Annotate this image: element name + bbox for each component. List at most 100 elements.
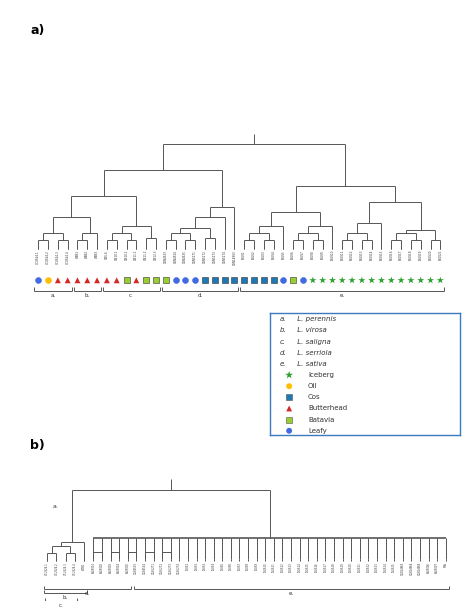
Point — [378, 275, 385, 285]
Text: L. saligna: L. saligna — [295, 338, 330, 345]
Text: c.: c. — [58, 603, 63, 608]
Text: LSUS9: LSUS9 — [255, 562, 259, 570]
Text: CGN5274: CGN5274 — [223, 250, 227, 263]
Text: CGN5272: CGN5272 — [160, 562, 164, 574]
Point — [417, 275, 425, 285]
Text: LSUS5: LSUS5 — [220, 562, 224, 570]
Point — [250, 275, 258, 285]
Text: c.: c. — [280, 338, 286, 345]
Point — [54, 275, 62, 285]
Text: LSUS24: LSUS24 — [383, 562, 388, 572]
Text: LSUS19: LSUS19 — [341, 562, 345, 572]
Text: CGN5273: CGN5273 — [213, 250, 217, 263]
Text: CGN5271: CGN5271 — [193, 250, 197, 263]
Text: LSUS4: LSUS4 — [212, 562, 216, 570]
Point — [437, 275, 444, 285]
Text: BLUP005: BLUP005 — [126, 562, 130, 573]
Point — [285, 415, 293, 425]
Point — [285, 426, 293, 436]
Text: UCUS24.2: UCUS24.2 — [46, 250, 50, 264]
Text: LSUS13: LSUS13 — [289, 562, 293, 572]
Text: UCUS24.2: UCUS24.2 — [54, 562, 58, 575]
Point — [285, 392, 293, 402]
Text: CGN14965: CGN14965 — [418, 562, 422, 576]
Text: L. serriola: L. serriola — [295, 350, 332, 356]
Text: CGN5273: CGN5273 — [169, 562, 173, 574]
Point — [142, 275, 150, 285]
Text: Cos: Cos — [308, 394, 321, 400]
Point — [221, 275, 228, 285]
Text: LSUS11: LSUS11 — [272, 562, 276, 572]
Point — [93, 275, 101, 285]
Text: d.: d. — [280, 350, 286, 356]
Point — [309, 275, 317, 285]
Text: LSUS8: LSUS8 — [311, 250, 315, 259]
Text: CGN4534: CGN4534 — [173, 250, 178, 263]
Point — [397, 275, 405, 285]
Point — [83, 275, 91, 285]
Text: L. perennis: L. perennis — [295, 316, 336, 322]
Text: UCUS24.3: UCUS24.3 — [56, 250, 60, 264]
Text: BLUP001: BLUP001 — [91, 562, 95, 573]
Text: CGN4535: CGN4535 — [183, 250, 187, 263]
Text: LSUS19: LSUS19 — [419, 250, 423, 261]
Point — [280, 275, 287, 285]
Point — [201, 275, 209, 285]
Point — [35, 275, 42, 285]
Text: LSUS10: LSUS10 — [263, 562, 267, 572]
Point — [299, 275, 307, 285]
Text: LSUS1: LSUS1 — [186, 562, 190, 570]
Text: LSUS14: LSUS14 — [298, 562, 301, 572]
Text: L. sativa: L. sativa — [295, 361, 327, 367]
Text: LSUS3: LSUS3 — [203, 562, 207, 570]
Text: LSUS13: LSUS13 — [360, 250, 364, 261]
Text: c.: c. — [129, 294, 134, 299]
Point — [270, 275, 277, 285]
Point — [123, 275, 130, 285]
Text: CGN5274: CGN5274 — [177, 562, 182, 574]
Text: e.: e. — [280, 361, 286, 367]
Point — [103, 275, 111, 285]
Text: CIS10.1: CIS10.1 — [115, 250, 118, 261]
Text: LSUS3: LSUS3 — [262, 250, 266, 259]
Point — [162, 275, 170, 285]
Text: b.: b. — [85, 294, 90, 299]
Point — [211, 275, 219, 285]
Text: BLUP006: BLUP006 — [427, 562, 430, 573]
Point — [388, 275, 395, 285]
Text: LSUS11: LSUS11 — [340, 250, 344, 261]
Point — [407, 275, 415, 285]
Point — [191, 275, 199, 285]
Point — [44, 275, 52, 285]
Text: b.: b. — [63, 595, 68, 600]
Point — [133, 275, 140, 285]
Point — [285, 381, 293, 391]
Text: WEB1: WEB1 — [82, 562, 86, 569]
Text: LSUS6: LSUS6 — [229, 562, 233, 570]
Text: LSUS2: LSUS2 — [194, 562, 199, 570]
Text: BLUP004: BLUP004 — [117, 562, 121, 573]
Point — [230, 275, 238, 285]
Text: WEB1: WEB1 — [75, 250, 80, 258]
Text: LSUS17: LSUS17 — [399, 250, 403, 261]
Text: LSUS14: LSUS14 — [370, 250, 374, 261]
Text: CGN4533: CGN4533 — [164, 250, 168, 263]
Text: e.: e. — [340, 294, 345, 299]
Text: LSUS21: LSUS21 — [438, 250, 442, 261]
Text: LSUS18: LSUS18 — [332, 562, 336, 572]
Text: LSUS6: LSUS6 — [291, 250, 295, 259]
Text: LSUS2: LSUS2 — [252, 250, 256, 259]
Text: CIS5.6: CIS5.6 — [105, 250, 109, 259]
Text: a): a) — [30, 24, 45, 37]
Text: LSUS17: LSUS17 — [323, 562, 328, 572]
Text: WEB2: WEB2 — [85, 250, 89, 258]
Text: L. virosa: L. virosa — [295, 327, 327, 333]
Point — [358, 275, 365, 285]
Text: a.: a. — [280, 316, 286, 322]
Point — [368, 275, 375, 285]
Text: LSUS21: LSUS21 — [358, 562, 362, 572]
Text: LSUS10: LSUS10 — [330, 250, 335, 261]
Text: b.: b. — [280, 327, 286, 333]
Point — [338, 275, 346, 285]
Text: a.: a. — [50, 294, 55, 299]
